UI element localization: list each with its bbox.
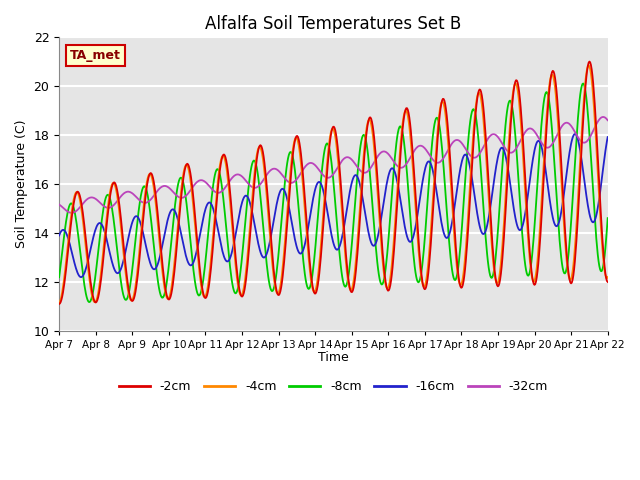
Title: Alfalfa Soil Temperatures Set B: Alfalfa Soil Temperatures Set B [205,15,461,33]
Legend: -2cm, -4cm, -8cm, -16cm, -32cm: -2cm, -4cm, -8cm, -16cm, -32cm [114,375,553,398]
X-axis label: Time: Time [318,351,349,364]
Text: TA_met: TA_met [70,49,121,62]
Y-axis label: Soil Temperature (C): Soil Temperature (C) [15,120,28,248]
